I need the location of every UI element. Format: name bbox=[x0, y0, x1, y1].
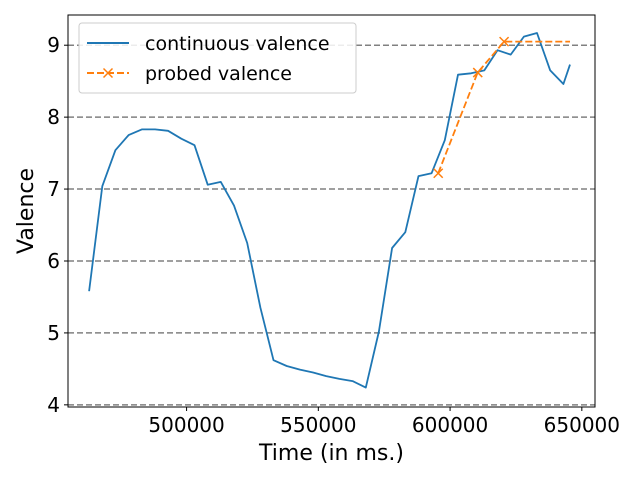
y-tick-label-8: 8 bbox=[47, 105, 60, 129]
x-tick-label-500000: 500000 bbox=[148, 413, 224, 437]
legend-x-marker bbox=[102, 67, 114, 79]
legend-label-probed-valence: probed valence bbox=[145, 63, 292, 85]
plot-frame bbox=[67, 14, 596, 408]
y-tick-label-6: 6 bbox=[47, 249, 60, 273]
x-tick-label-650000: 650000 bbox=[544, 413, 620, 437]
y-tick-label-4: 4 bbox=[47, 393, 60, 417]
y-tick-label-5: 5 bbox=[47, 321, 60, 345]
legend-x-marker-stroke-b bbox=[102, 67, 114, 79]
series-line-continuous-valence bbox=[88, 32, 571, 389]
legend-label-continuous-valence: continuous valence bbox=[145, 33, 330, 55]
x-tick-label-600000: 600000 bbox=[412, 413, 488, 437]
data-point-probed-valence-2-stroke-b bbox=[499, 36, 510, 47]
y-tick-label-7: 7 bbox=[47, 177, 60, 201]
tick-layer: 4 5 6 7 8 9 500000 550000 600000 650000 bbox=[47, 33, 620, 437]
y-axis-title: Valence bbox=[14, 168, 39, 254]
series-line-probed-valence bbox=[437, 40, 570, 174]
x-axis-title: Time (in ms.) bbox=[258, 441, 404, 466]
series-layer bbox=[88, 32, 571, 389]
legend: continuous valence probed valence bbox=[78, 22, 357, 94]
y-tick-label-9: 9 bbox=[47, 33, 60, 57]
legend-box bbox=[78, 22, 357, 94]
data-point-probed-valence-0 bbox=[433, 168, 444, 179]
data-point-probed-valence-1 bbox=[472, 67, 483, 78]
data-point-probed-valence-1-stroke-b bbox=[472, 67, 483, 78]
data-point-probed-valence-2 bbox=[499, 36, 510, 47]
grid-layer bbox=[68, 44, 595, 406]
x-tick-label-550000: 550000 bbox=[280, 413, 356, 437]
data-point-probed-valence-0-stroke-b bbox=[433, 168, 444, 179]
legend-marker-probed-valence bbox=[102, 67, 114, 79]
